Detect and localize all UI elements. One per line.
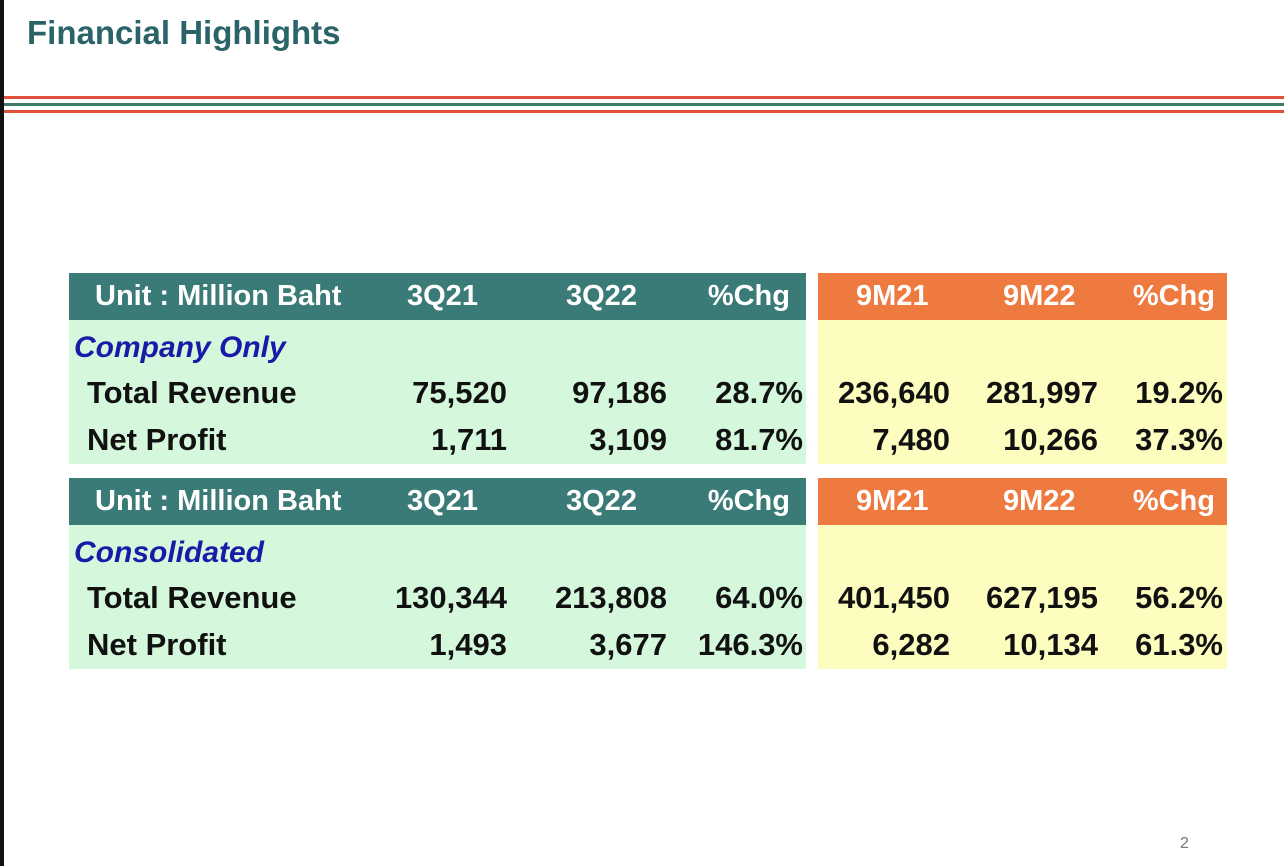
header-9m21: 9M21 <box>856 280 929 312</box>
header-m-chg: %Chg <box>1132 280 1215 312</box>
nine-month-panel: 9M21 9M22 %Chg 236,640 281,997 19.2% 7,4… <box>818 273 1227 464</box>
header-rule-green <box>4 103 1284 106</box>
nine-month-panel: 9M21 9M22 %Chg 401,450 627,195 56.2% 6,2… <box>818 478 1227 669</box>
value-cell: 7,480 <box>872 422 950 457</box>
change-cell: 37.3% <box>1135 422 1223 457</box>
change-cell: 146.3% <box>697 627 803 662</box>
change-cell: 64.0% <box>715 580 803 615</box>
value-cell: 627,195 <box>985 580 1098 615</box>
section-label: Company Only <box>74 331 286 364</box>
value-cell: 6,282 <box>872 627 950 662</box>
change-cell: 19.2% <box>1135 375 1223 410</box>
row-label-total-revenue: Total Revenue <box>87 375 297 410</box>
value-cell: 3,109 <box>589 422 667 457</box>
value-cell: 97,186 <box>572 375 667 410</box>
value-cell: 10,134 <box>1003 627 1098 662</box>
header-m-chg: %Chg <box>1132 485 1215 517</box>
header-q-chg: %Chg <box>707 485 790 517</box>
header-3q22: 3Q22 <box>566 485 637 517</box>
header-3q22: 3Q22 <box>566 280 637 312</box>
page-title: Financial Highlights <box>27 14 341 51</box>
page-left-border <box>0 0 4 866</box>
nine-month-header: 9M21 9M22 %Chg <box>818 273 1227 320</box>
quarterly-header: Unit : Million Baht 3Q21 3Q22 %Chg <box>69 478 806 525</box>
value-cell: 75,520 <box>412 375 507 410</box>
change-cell: 28.7% <box>715 375 803 410</box>
value-cell: 236,640 <box>837 375 950 410</box>
company-only-table: Unit : Million Baht 3Q21 3Q22 %Chg Compa… <box>69 273 1227 464</box>
header-3q21: 3Q21 <box>407 485 478 517</box>
header-3q21: 3Q21 <box>407 280 478 312</box>
value-cell: 1,493 <box>429 627 507 662</box>
section-label: Consolidated <box>74 536 265 569</box>
unit-header: Unit : Million Baht <box>95 280 342 312</box>
row-label-net-profit: Net Profit <box>87 627 227 662</box>
header-rule-red-top <box>4 96 1284 99</box>
value-cell: 213,808 <box>554 580 667 615</box>
nine-month-header: 9M21 9M22 %Chg <box>818 478 1227 525</box>
page-number: 2 <box>1180 835 1189 852</box>
change-cell: 61.3% <box>1135 627 1223 662</box>
header-q-chg: %Chg <box>707 280 790 312</box>
quarterly-panel: Unit : Million Baht 3Q21 3Q22 %Chg Compa… <box>69 273 806 464</box>
consolidated-table: Unit : Million Baht 3Q21 3Q22 %Chg Conso… <box>69 478 1227 669</box>
header-rule-red-bottom <box>4 110 1284 113</box>
header-9m22: 9M22 <box>1003 280 1076 312</box>
value-cell: 401,450 <box>837 580 950 615</box>
change-cell: 81.7% <box>715 422 803 457</box>
quarterly-header: Unit : Million Baht 3Q21 3Q22 %Chg <box>69 273 806 320</box>
row-label-total-revenue: Total Revenue <box>87 580 297 615</box>
quarterly-panel: Unit : Million Baht 3Q21 3Q22 %Chg Conso… <box>69 478 806 669</box>
row-label-net-profit: Net Profit <box>87 422 227 457</box>
value-cell: 3,677 <box>589 627 667 662</box>
value-cell: 10,266 <box>1003 422 1098 457</box>
change-cell: 56.2% <box>1135 580 1223 615</box>
value-cell: 130,344 <box>394 580 507 615</box>
value-cell: 281,997 <box>985 375 1098 410</box>
header-9m22: 9M22 <box>1003 485 1076 517</box>
header-9m21: 9M21 <box>856 485 929 517</box>
value-cell: 1,711 <box>431 422 507 457</box>
unit-header: Unit : Million Baht <box>95 485 342 517</box>
